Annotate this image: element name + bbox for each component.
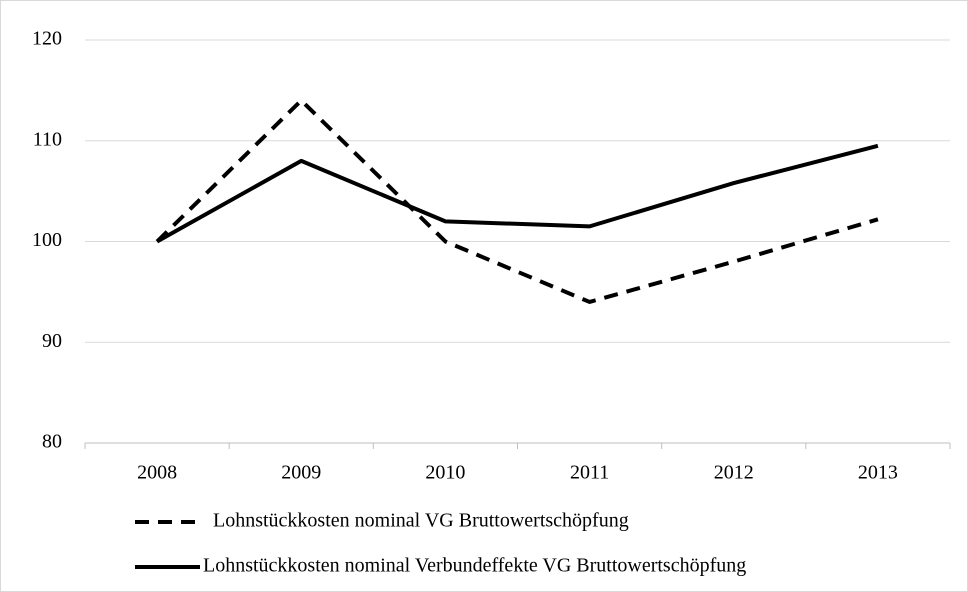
y-tick-label: 120 [32,28,62,50]
x-tick-label: 2008 [137,462,177,484]
y-tick-label: 80 [42,431,62,453]
y-tick-label: 110 [33,128,62,150]
legend-label: Lohnstückkosten nominal Verbundeffekte V… [203,555,746,577]
x-tick-label: 2012 [714,462,754,484]
series-line [156,143,879,244]
y-tick-label: 90 [42,330,62,352]
x-tick-label: 2011 [570,462,609,484]
y-tick-label: 100 [32,229,62,251]
series-line [155,98,879,304]
legend-label: Lohnstückkosten nominal VG Bruttowertsch… [213,510,629,532]
x-tick-label: 2013 [858,462,898,484]
x-tick-label: 2009 [281,462,321,484]
x-tick-label: 2010 [425,462,465,484]
